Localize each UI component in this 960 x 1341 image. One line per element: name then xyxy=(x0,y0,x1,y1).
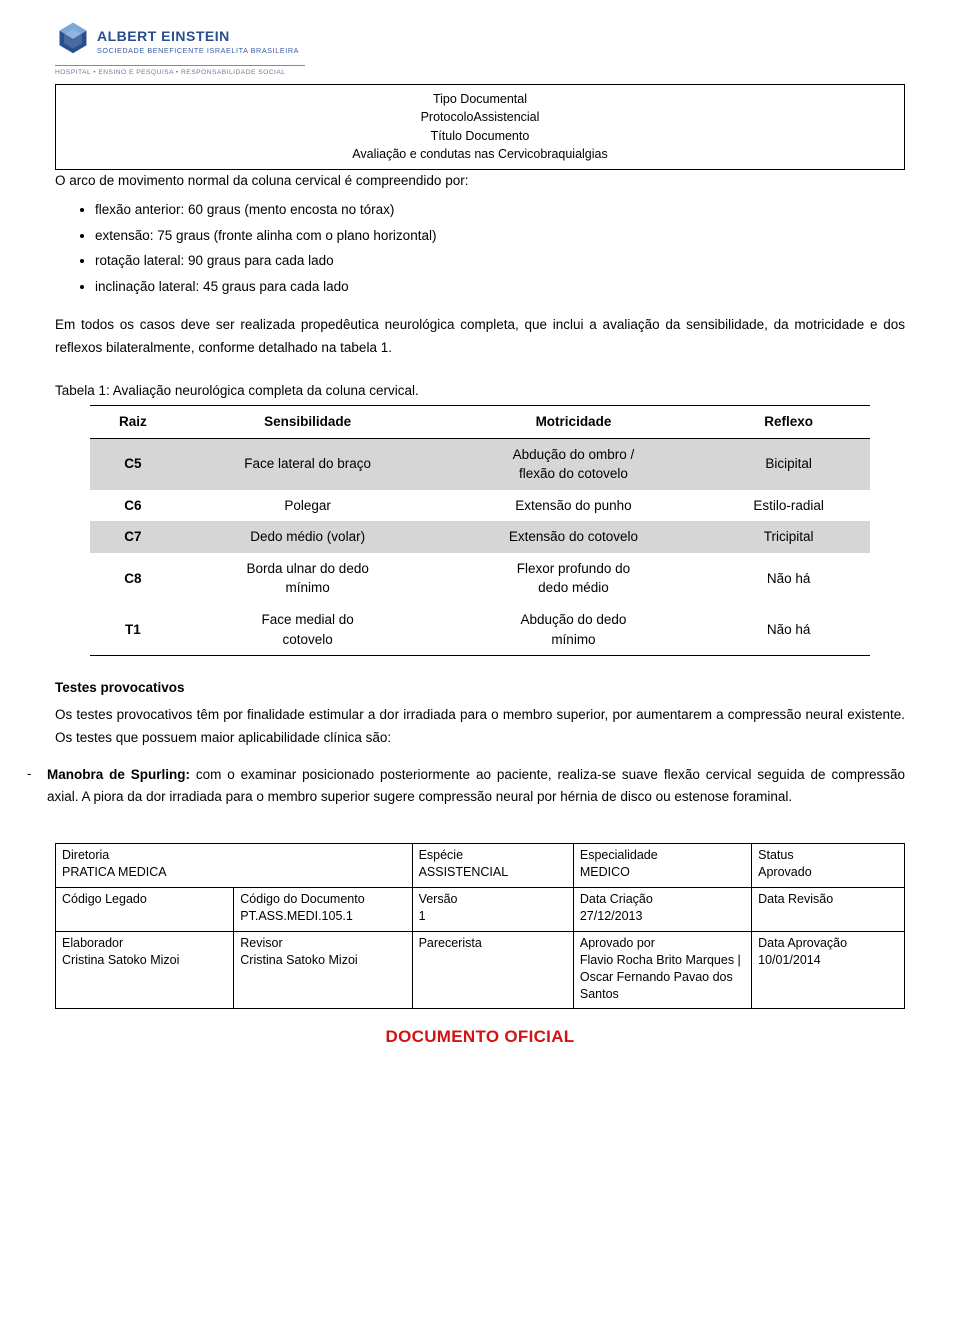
meta-cell: StatusAprovado xyxy=(752,844,905,888)
meta-cell: Aprovado porFlavio Rocha Brito Marques |… xyxy=(573,931,751,1009)
documento-oficial-stamp: DOCUMENTO OFICIAL xyxy=(55,1025,905,1050)
table-cell: C8 xyxy=(90,553,176,604)
meta-cell: EspecialidadeMEDICO xyxy=(573,844,751,888)
table-row: C5Face lateral do braçoAbdução do ombro … xyxy=(90,438,870,490)
table-cell: C5 xyxy=(90,438,176,490)
table-cell: C6 xyxy=(90,490,176,522)
meta-cell: Código Legado xyxy=(56,888,234,932)
bullet-item: flexão anterior: 60 graus (mento encosta… xyxy=(95,197,905,223)
tests-paragraph: Os testes provocativos têm por finalidad… xyxy=(55,704,905,750)
meta-cell: Código do DocumentoPT.ASS.MEDI.105.1 xyxy=(234,888,412,932)
meta-cell: Data Aprovação10/01/2014 xyxy=(752,931,905,1009)
meta-row: DiretoriaPRATICA MEDICAEspécieASSISTENCI… xyxy=(56,844,905,888)
meta-cell: EspécieASSISTENCIAL xyxy=(412,844,573,888)
logo-main-text: ALBERT EINSTEIN xyxy=(97,26,299,46)
meta-cell: Data Revisão xyxy=(752,888,905,932)
bullet-item: inclinação lateral: 45 graus para cada l… xyxy=(95,274,905,300)
metadata-table: DiretoriaPRATICA MEDICAEspécieASSISTENCI… xyxy=(55,843,905,1009)
table-cell: Polegar xyxy=(176,490,440,522)
table-cell: Flexor profundo dodedo médio xyxy=(440,553,708,604)
logo-block: ALBERT EINSTEIN SOCIEDADE BENEFICENTE IS… xyxy=(55,20,905,62)
table-cell: Extensão do cotovelo xyxy=(440,521,708,553)
meta-row: Código LegadoCódigo do DocumentoPT.ASS.M… xyxy=(56,888,905,932)
table-cell: Face medial docotovelo xyxy=(176,604,440,656)
table-cell: T1 xyxy=(90,604,176,656)
meta-cell: RevisorCristina Satoko Mizoi xyxy=(234,931,412,1009)
table-cell: Extensão do punho xyxy=(440,490,708,522)
einstein-logo-icon xyxy=(55,20,91,62)
logo-area: ALBERT EINSTEIN SOCIEDADE BENEFICENTE IS… xyxy=(55,20,905,78)
meta-cell: Data Criação27/12/2013 xyxy=(573,888,751,932)
th-motricidade: Motricidade xyxy=(440,406,708,439)
table-row: C6PolegarExtensão do punhoEstilo-radial xyxy=(90,490,870,522)
meta-cell: Parecerista xyxy=(412,931,573,1009)
table-cell: Abdução do ombro /flexão do cotovelo xyxy=(440,438,708,490)
table-cell: Borda ulnar do dedomínimo xyxy=(176,553,440,604)
table-cell: Abdução do dedomínimo xyxy=(440,604,708,656)
bullet-item: rotação lateral: 90 graus para cada lado xyxy=(95,248,905,274)
dash-bullet: - xyxy=(27,764,47,810)
th-reflexo: Reflexo xyxy=(707,406,870,439)
meta-cell: ElaboradorCristina Satoko Mizoi xyxy=(56,931,234,1009)
table-header-row: Raiz Sensibilidade Motricidade Reflexo xyxy=(90,406,870,439)
table-row: C7Dedo médio (volar)Extensão do cotovelo… xyxy=(90,521,870,553)
titulo-documento-value: Avaliação e condutas nas Cervicobraquial… xyxy=(64,145,896,163)
table-cell: Face lateral do braço xyxy=(176,438,440,490)
spurling-item: - Manobra de Spurling: com o examinar po… xyxy=(55,764,905,810)
table-cell: Não há xyxy=(707,553,870,604)
spurling-text: Manobra de Spurling: com o examinar posi… xyxy=(47,764,905,810)
intro-line: O arco de movimento normal da coluna cer… xyxy=(55,170,905,193)
spurling-title: Manobra de Spurling: xyxy=(47,767,190,782)
bullet-item: extensão: 75 graus (fronte alinha com o … xyxy=(95,223,905,249)
th-sensibilidade: Sensibilidade xyxy=(176,406,440,439)
th-raiz: Raiz xyxy=(90,406,176,439)
document-header-box: Tipo Documental ProtocoloAssistencial Tí… xyxy=(55,84,905,171)
logo-tagline: HOSPITAL • ENSINO E PESQUISA • RESPONSAB… xyxy=(55,68,905,78)
table-row: C8Borda ulnar do dedomínimoFlexor profun… xyxy=(90,553,870,604)
meta-row: ElaboradorCristina Satoko MizoiRevisorCr… xyxy=(56,931,905,1009)
table-cell: Dedo médio (volar) xyxy=(176,521,440,553)
table-cell: Tricipital xyxy=(707,521,870,553)
table-cell: C7 xyxy=(90,521,176,553)
tipo-documental-label: Tipo Documental xyxy=(64,90,896,108)
titulo-documento-label: Título Documento xyxy=(64,127,896,145)
paragraph-propedeutica: Em todos os casos deve ser realizada pro… xyxy=(55,314,905,360)
movement-bullets: flexão anterior: 60 graus (mento encosta… xyxy=(55,197,905,300)
table-row: T1Face medial docotoveloAbdução do dedom… xyxy=(90,604,870,656)
tests-title: Testes provocativos xyxy=(55,678,905,698)
neuro-table: Raiz Sensibilidade Motricidade Reflexo C… xyxy=(90,405,870,656)
table-caption: Tabela 1: Avaliação neurológica completa… xyxy=(55,381,905,401)
table-cell: Bicipital xyxy=(707,438,870,490)
tipo-documental-value: ProtocoloAssistencial xyxy=(64,108,896,126)
table-cell: Estilo-radial xyxy=(707,490,870,522)
logo-sub-text: SOCIEDADE BENEFICENTE ISRAELITA BRASILEI… xyxy=(97,46,299,56)
logo-divider xyxy=(55,65,305,66)
meta-cell: Versão1 xyxy=(412,888,573,932)
meta-cell: DiretoriaPRATICA MEDICA xyxy=(56,844,413,888)
table-cell: Não há xyxy=(707,604,870,656)
